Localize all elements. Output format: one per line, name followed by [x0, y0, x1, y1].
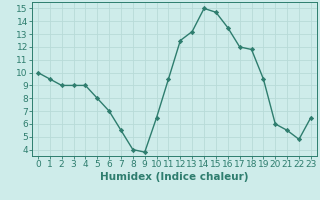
X-axis label: Humidex (Indice chaleur): Humidex (Indice chaleur) — [100, 172, 249, 182]
